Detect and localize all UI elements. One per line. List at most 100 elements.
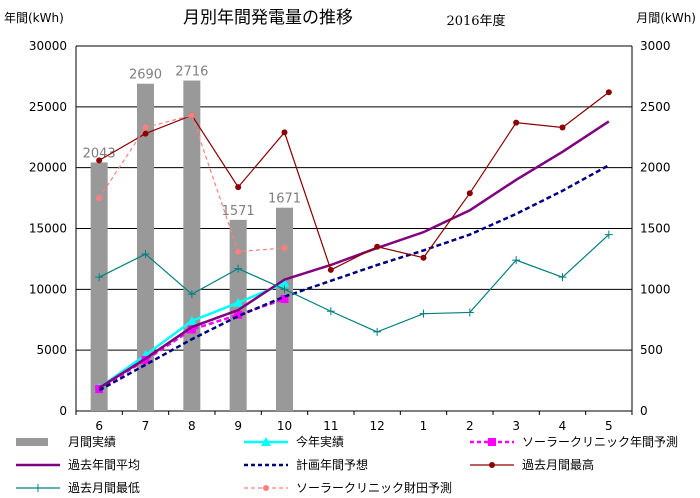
circle-marker — [466, 190, 473, 197]
bar-data-label: 2043 — [83, 146, 116, 161]
legend-label: 過去年間平均 — [68, 458, 140, 472]
circle-marker — [263, 485, 269, 491]
circle-marker — [235, 184, 242, 191]
legend-item: 過去月間最低 — [16, 481, 140, 495]
plus-marker — [326, 307, 335, 316]
y-tick-right: 0 — [640, 404, 648, 418]
plus-marker — [141, 250, 150, 259]
plus-marker — [512, 256, 521, 265]
x-tick-label: 1 — [420, 419, 428, 433]
legend-item: 過去年間平均 — [16, 458, 140, 472]
plus-marker — [234, 264, 243, 273]
y-tick-left: 5000 — [36, 343, 67, 357]
x-tick-label: 7 — [142, 419, 150, 433]
circle-marker — [605, 89, 612, 96]
line-series — [94, 89, 613, 394]
circle-marker — [327, 266, 334, 273]
plus-marker — [34, 484, 42, 492]
legend-item: ソーラークリニック年間予測 — [470, 435, 678, 449]
legend-label: 計画年間予想 — [296, 457, 368, 472]
x-tick-label: 4 — [559, 419, 567, 433]
circle-marker — [374, 243, 381, 250]
legend-label: 過去月間最低 — [68, 481, 140, 495]
plus-marker — [280, 285, 289, 294]
chart-title: 月別年間発電量の推移 — [183, 8, 353, 28]
bar-data-label: 2716 — [175, 65, 208, 80]
x-tick-label: 6 — [95, 419, 103, 433]
circle-marker — [420, 254, 427, 261]
legend-label: ソーラークリニック財田予測 — [296, 480, 452, 495]
axes: 0 0 5000 500 10000 1000 15000 1500 20000 2000 2500… — [29, 39, 671, 433]
y-tick-left: 20000 — [29, 161, 67, 175]
left-axis-label: 年間(kWh) — [4, 11, 64, 25]
legend-item: 今年実績 — [244, 434, 344, 449]
triangle-marker — [279, 278, 290, 288]
gridlines — [76, 45, 632, 412]
legend-item: 月間実績 — [16, 434, 116, 449]
y-tick-left: 15000 — [29, 222, 67, 236]
circle-marker — [188, 112, 195, 119]
legend-item: 計画年間予想 — [244, 457, 368, 472]
y-tick-left: 10000 — [29, 282, 67, 296]
plus-marker — [187, 290, 196, 299]
legend-item: ソーラークリニック財田予測 — [244, 480, 452, 495]
y-tick-left: 0 — [59, 404, 67, 418]
x-tick-label: 11 — [323, 419, 338, 433]
square-marker — [234, 310, 243, 319]
x-tick-label: 5 — [605, 419, 613, 433]
x-tick-label: 10 — [277, 419, 292, 433]
y-tick-left: 30000 — [29, 39, 67, 53]
circle-marker — [96, 195, 103, 202]
series-line — [98, 114, 285, 253]
y-tick-right: 1500 — [640, 222, 671, 236]
chart-subtitle: 2016年度 — [446, 13, 505, 29]
y-tick-right: 2500 — [640, 100, 671, 114]
plus-marker — [419, 309, 428, 318]
circle-marker — [489, 462, 495, 468]
circle-marker — [235, 248, 242, 255]
plus-marker — [373, 327, 382, 336]
x-tick-label: 3 — [512, 419, 520, 433]
x-tick-label: 12 — [370, 419, 385, 433]
y-tick-right: 500 — [640, 343, 663, 357]
series-line — [98, 120, 610, 389]
circle-marker — [281, 129, 288, 136]
circle-marker — [142, 130, 149, 137]
bar — [90, 162, 108, 411]
bar — [183, 80, 201, 411]
square-marker — [488, 438, 496, 446]
bar-data-label: 1671 — [268, 192, 301, 207]
y-tick-right: 3000 — [640, 39, 671, 53]
x-tick-label: 2 — [466, 419, 474, 433]
circle-marker — [559, 124, 566, 131]
circle-marker — [281, 244, 288, 251]
legend-label: 過去月間最高 — [522, 457, 594, 472]
bar-series: 2043 2690 2716 1571 1671 — [83, 65, 301, 411]
legend-label: 今年実績 — [296, 434, 344, 449]
legend-label: 月間実績 — [68, 434, 116, 449]
triangle-marker — [261, 437, 271, 446]
y-tick-right: 2000 — [640, 161, 671, 175]
bar-data-label: 1571 — [222, 204, 255, 219]
legend-item: 過去月間最高 — [470, 457, 594, 472]
plus-marker — [558, 273, 567, 282]
plus-marker — [465, 308, 474, 317]
y-tick-left: 25000 — [29, 100, 67, 114]
legend-swatch — [16, 438, 48, 446]
series-line — [98, 234, 610, 333]
y-tick-right: 1000 — [640, 282, 671, 296]
legend-label: ソーラークリニック年間予測 — [522, 435, 678, 449]
bar — [137, 83, 154, 411]
triangle-marker — [186, 315, 197, 325]
circle-marker — [513, 119, 520, 126]
plus-marker — [604, 230, 613, 239]
x-tick-label: 8 — [188, 419, 196, 433]
right-axis-label: 月間(kWh) — [636, 11, 696, 25]
series-line — [98, 164, 610, 392]
square-marker — [187, 325, 196, 334]
square-marker — [280, 295, 289, 304]
circle-marker — [142, 124, 149, 131]
